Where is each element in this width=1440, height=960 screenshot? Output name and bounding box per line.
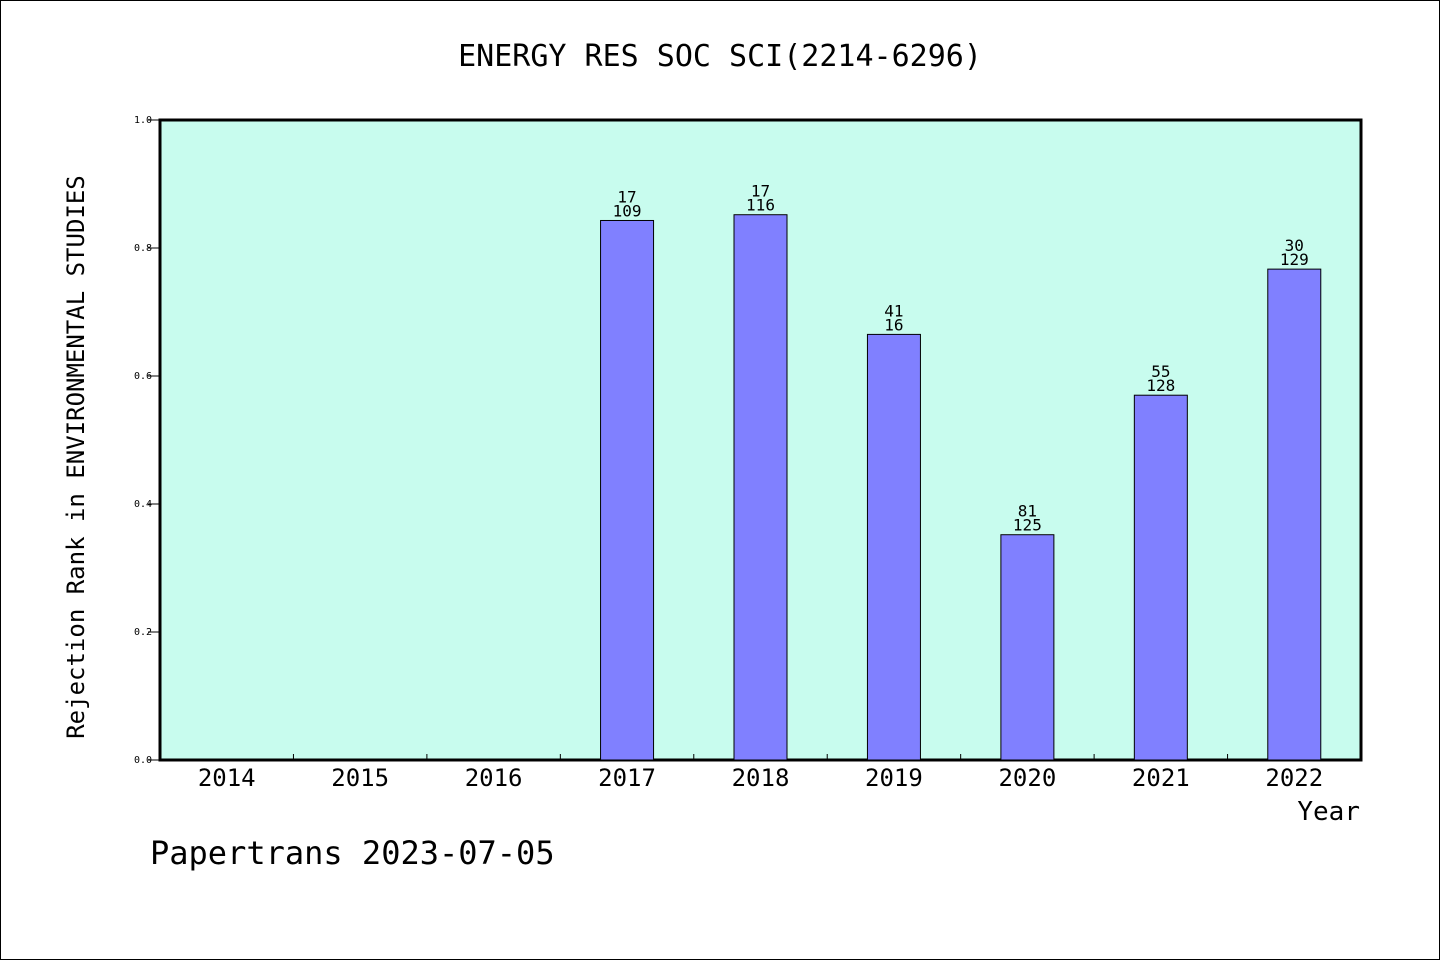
- y-tick-label: 0.4: [134, 499, 152, 510]
- x-tick-label: 2019: [865, 764, 923, 792]
- x-tick-label: 2021: [1132, 764, 1190, 792]
- x-tick-label: 2014: [198, 764, 256, 792]
- bar-label-top: 30: [1285, 236, 1304, 255]
- y-tick-label: 0.2: [134, 627, 152, 638]
- x-tick-label: 2016: [465, 764, 523, 792]
- bar-label-top: 41: [884, 301, 903, 320]
- x-tick-label: 2015: [331, 764, 389, 792]
- bar-2022: [1267, 268, 1322, 761]
- y-tick-label: 0.8: [134, 243, 152, 254]
- bar-2021: [1133, 394, 1188, 761]
- bar-label-top: 17: [751, 182, 770, 201]
- bar-label-top: 17: [617, 187, 636, 206]
- bar-2020: [1000, 534, 1055, 761]
- bar-2018: [733, 214, 788, 761]
- x-tick-label: 2022: [1265, 764, 1323, 792]
- bar-2017: [600, 219, 655, 761]
- x-tick-label: 2017: [598, 764, 656, 792]
- x-axis-label: Year: [1297, 797, 1360, 827]
- y-tick-label: 0.0: [134, 755, 152, 766]
- bar-label-top: 81: [1018, 502, 1037, 521]
- bar-label-bottom: 109: [613, 201, 642, 220]
- x-tick-label: 2020: [998, 764, 1056, 792]
- y-axis-label: Rejection Rank in ENVIRONMENTAL STUDIES: [62, 175, 90, 739]
- bar-label-bottom: 16: [884, 315, 903, 334]
- bar-label-bottom: 128: [1146, 376, 1175, 395]
- y-tick-label: 1.0: [134, 115, 152, 126]
- bar-2019: [866, 333, 921, 761]
- bar-label-top: 55: [1151, 362, 1170, 381]
- chart-title: ENERGY RES SOC SCI(2214-6296): [458, 39, 982, 74]
- bar-label-bottom: 129: [1280, 250, 1309, 269]
- bar-label-bottom: 116: [746, 196, 775, 215]
- ticks-layer: 0.0 0.2 0.4 0.6 0.8 1.0 2014 2015 2016 2017 2018 20…: [134, 115, 1323, 792]
- y-tick-label: 0.6: [134, 371, 152, 382]
- bar-label-bottom: 125: [1013, 516, 1042, 535]
- footer-credit: Papertrans 2023-07-05: [150, 834, 555, 872]
- x-tick-label: 2018: [732, 764, 790, 792]
